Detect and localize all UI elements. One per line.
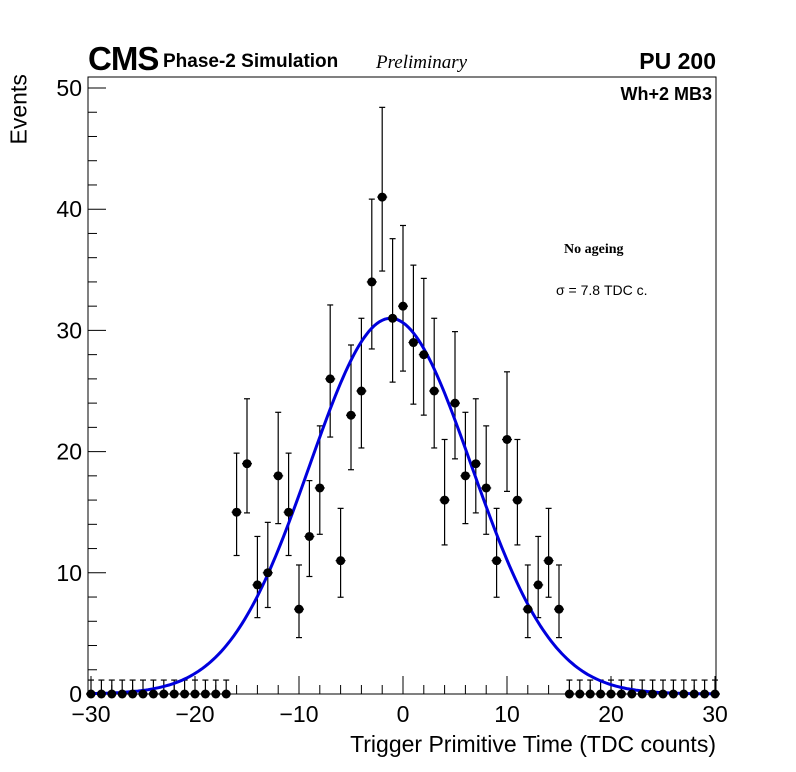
x-tick-label: 30: [702, 701, 728, 727]
data-point: [481, 483, 491, 493]
data-point: [471, 459, 481, 469]
x-tick-label: −30: [71, 701, 110, 727]
x-tick-label: 0: [397, 701, 410, 727]
y-tick-label: 0: [69, 681, 82, 707]
data-point: [668, 689, 678, 699]
data-point: [606, 689, 616, 699]
simulation-label: Phase-2 Simulation: [163, 51, 339, 72]
data-point: [367, 277, 377, 287]
data-point: [419, 350, 429, 360]
data-point: [356, 386, 366, 396]
data-points: [86, 192, 720, 699]
y-axis-title: Events: [5, 74, 32, 145]
data-point: [86, 689, 96, 699]
data-point: [221, 689, 231, 699]
data-point: [252, 580, 262, 590]
data-point: [232, 507, 242, 517]
data-point: [533, 580, 543, 590]
x-tick-label: −10: [279, 701, 318, 727]
data-point: [585, 689, 595, 699]
data-point: [325, 374, 335, 384]
fit-curve: [90, 316, 715, 696]
data-point: [159, 689, 169, 699]
data-point: [523, 604, 533, 614]
data-point: [377, 192, 387, 202]
data-point: [627, 689, 637, 699]
condition-annotation: No ageing: [564, 242, 624, 257]
y-axis: 0 10 20 30 40 50: [56, 75, 106, 707]
data-point: [148, 689, 158, 699]
x-tick-label: 20: [598, 701, 624, 727]
x-axis: −30 −20 −10 0 10 20 30: [71, 676, 728, 727]
data-point: [200, 689, 210, 699]
data-point: [336, 556, 346, 566]
data-point: [304, 531, 314, 541]
status-label: Preliminary: [376, 52, 468, 73]
data-point: [263, 568, 273, 578]
data-point: [190, 689, 200, 699]
y-tick-label: 30: [56, 317, 82, 343]
data-point: [544, 556, 554, 566]
sigma-annotation: σ = 7.8 TDC c.: [556, 282, 648, 298]
data-point: [710, 689, 720, 699]
data-point: [273, 471, 283, 481]
data-point: [492, 556, 502, 566]
chamber-label: Wh+2 MB3: [620, 84, 712, 104]
data-point: [554, 604, 564, 614]
data-point: [460, 471, 470, 481]
data-point: [440, 495, 450, 505]
data-point: [564, 689, 574, 699]
data-point: [128, 689, 138, 699]
experiment-label: CMS: [88, 40, 159, 77]
data-point: [169, 689, 179, 699]
y-tick-label: 50: [56, 75, 82, 101]
data-point: [596, 689, 606, 699]
data-point: [284, 507, 294, 517]
data-point: [575, 689, 585, 699]
y-tick-label: 10: [56, 560, 82, 586]
data-point: [450, 398, 460, 408]
data-point: [346, 410, 356, 420]
data-point: [689, 689, 699, 699]
data-point: [96, 689, 106, 699]
data-point: [180, 689, 190, 699]
data-point: [315, 483, 325, 493]
data-point: [107, 689, 117, 699]
pileup-label: PU 200: [639, 48, 716, 74]
data-point: [502, 434, 512, 444]
data-point: [408, 338, 418, 348]
x-tick-label: 10: [494, 701, 520, 727]
data-point: [658, 689, 668, 699]
data-point: [512, 495, 522, 505]
data-point: [138, 689, 148, 699]
y-tick-label: 20: [56, 439, 82, 465]
x-axis-title: Trigger Primitive Time (TDC counts): [350, 731, 716, 757]
data-point: [211, 689, 221, 699]
data-point: [648, 689, 658, 699]
plot-frame: [87, 76, 717, 695]
data-point: [679, 689, 689, 699]
data-point: [117, 689, 127, 699]
data-point: [429, 386, 439, 396]
data-point: [700, 689, 710, 699]
data-point: [616, 689, 626, 699]
x-tick-label: −20: [175, 701, 214, 727]
y-tick-label: 40: [56, 196, 82, 222]
data-point: [388, 313, 398, 323]
data-point: [242, 459, 252, 469]
data-point: [637, 689, 647, 699]
data-point: [294, 604, 304, 614]
error-bars: [86, 106, 720, 695]
data-point: [398, 301, 408, 311]
